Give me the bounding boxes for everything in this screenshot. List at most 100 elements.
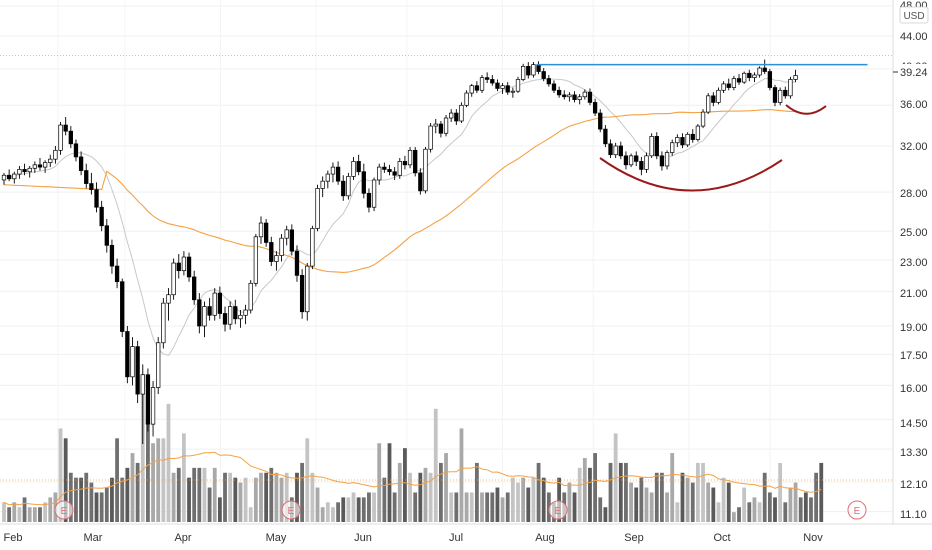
candle-body — [341, 180, 346, 197]
candle — [269, 236, 274, 267]
candle-body — [670, 142, 675, 153]
volume-bar — [387, 443, 392, 522]
candle — [258, 216, 264, 244]
candle — [526, 62, 531, 79]
candle — [387, 164, 392, 176]
volume-bar — [207, 487, 212, 522]
volume-bar — [176, 467, 181, 522]
volume-bar — [99, 492, 104, 522]
candle — [351, 156, 356, 180]
earnings-marker-label: E — [555, 506, 562, 517]
candle-body — [181, 256, 187, 272]
candle — [99, 200, 104, 232]
volume-bar — [577, 467, 582, 522]
volume-bar — [403, 448, 407, 522]
candle-body — [479, 77, 485, 91]
volume-bar — [94, 492, 99, 522]
candle-body — [12, 173, 17, 180]
candle-body — [48, 158, 53, 163]
volume-bar — [608, 462, 613, 522]
volume-bar — [618, 462, 623, 522]
time-tick-label: Aug — [535, 532, 555, 544]
volume-bar — [156, 438, 161, 522]
volume-bar — [510, 477, 515, 522]
candle-body — [772, 87, 778, 103]
candle — [752, 72, 757, 83]
volume-bar — [187, 477, 191, 522]
volume-bar — [762, 472, 767, 522]
candle — [248, 280, 253, 314]
volume-bar — [259, 472, 263, 522]
candle — [78, 151, 84, 176]
candle — [495, 79, 500, 92]
candle-body — [618, 145, 623, 157]
candle-body — [788, 79, 793, 97]
earnings-marker-label: E — [288, 506, 295, 517]
volume-bar — [140, 394, 145, 522]
candle-body — [546, 78, 551, 85]
candle-body — [598, 112, 603, 130]
candle-body — [315, 188, 320, 229]
volume-bar — [48, 497, 53, 522]
candle — [94, 182, 99, 213]
volume-bar — [783, 502, 788, 522]
candle — [371, 177, 377, 212]
candle — [392, 167, 397, 180]
candle — [618, 141, 623, 160]
candle-body — [27, 167, 32, 173]
candle-body — [485, 77, 490, 80]
candle — [320, 176, 325, 198]
earnings-marker-circle — [54, 500, 74, 520]
volume-bar — [253, 477, 258, 522]
candle-body — [305, 265, 310, 313]
candle — [695, 124, 701, 142]
candle — [377, 163, 382, 185]
volume-bar — [264, 472, 269, 522]
candle — [12, 171, 17, 184]
volume-bar — [433, 408, 438, 522]
candle — [634, 151, 639, 166]
price-tick-label: 32.00 — [900, 141, 928, 153]
volume-bar — [238, 482, 243, 522]
volume-bar — [361, 497, 366, 522]
candle-body — [520, 65, 526, 80]
candle-body — [279, 237, 284, 256]
volume-bar — [305, 438, 310, 522]
candle — [690, 129, 695, 143]
volume-bar — [146, 418, 150, 522]
volume-bar — [439, 462, 443, 522]
candle-body — [58, 124, 63, 151]
volume-bar — [217, 497, 222, 522]
volume-bar — [269, 467, 274, 522]
volume-bar — [521, 477, 526, 522]
volume-bar — [670, 453, 675, 522]
volume-bar — [397, 462, 402, 522]
volume-bar — [803, 492, 808, 522]
candle-body — [114, 265, 120, 283]
candle-body — [335, 166, 341, 182]
candle — [490, 75, 495, 86]
candle — [675, 134, 680, 148]
candle — [294, 245, 300, 282]
candle-body — [269, 242, 274, 262]
candle-body — [690, 133, 695, 140]
volume-bar — [531, 477, 536, 522]
candle-body — [89, 183, 94, 190]
candle — [289, 224, 294, 256]
candle-body — [253, 236, 259, 284]
volume-bar — [757, 502, 762, 522]
candle — [150, 381, 156, 437]
volume-bar — [557, 477, 562, 522]
candle-body — [706, 95, 711, 113]
candle — [757, 66, 762, 78]
candle-body — [587, 91, 593, 103]
volume-bar — [351, 492, 356, 522]
volume-bar — [798, 497, 803, 522]
candle — [356, 154, 361, 176]
candle — [17, 165, 22, 179]
volume-bar — [629, 482, 633, 522]
candle-body — [608, 143, 613, 156]
candle — [603, 125, 608, 148]
candle — [474, 81, 480, 94]
time-tick-label: Oct — [713, 532, 730, 544]
